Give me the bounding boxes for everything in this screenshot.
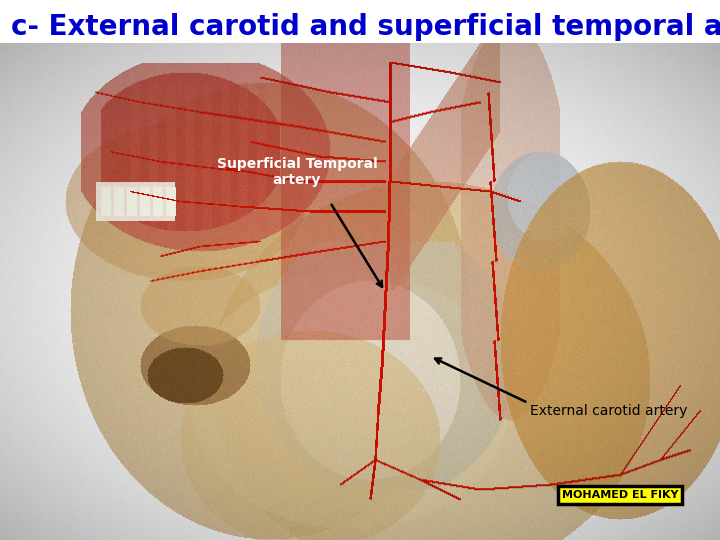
Text: c- External carotid and superficial temporal arteries: c- External carotid and superficial temp… [11, 13, 720, 41]
Text: Superficial Temporal
artery: Superficial Temporal artery [217, 157, 377, 187]
Text: MOHAMED EL FIKY: MOHAMED EL FIKY [562, 490, 678, 500]
Text: External carotid artery: External carotid artery [530, 404, 688, 418]
